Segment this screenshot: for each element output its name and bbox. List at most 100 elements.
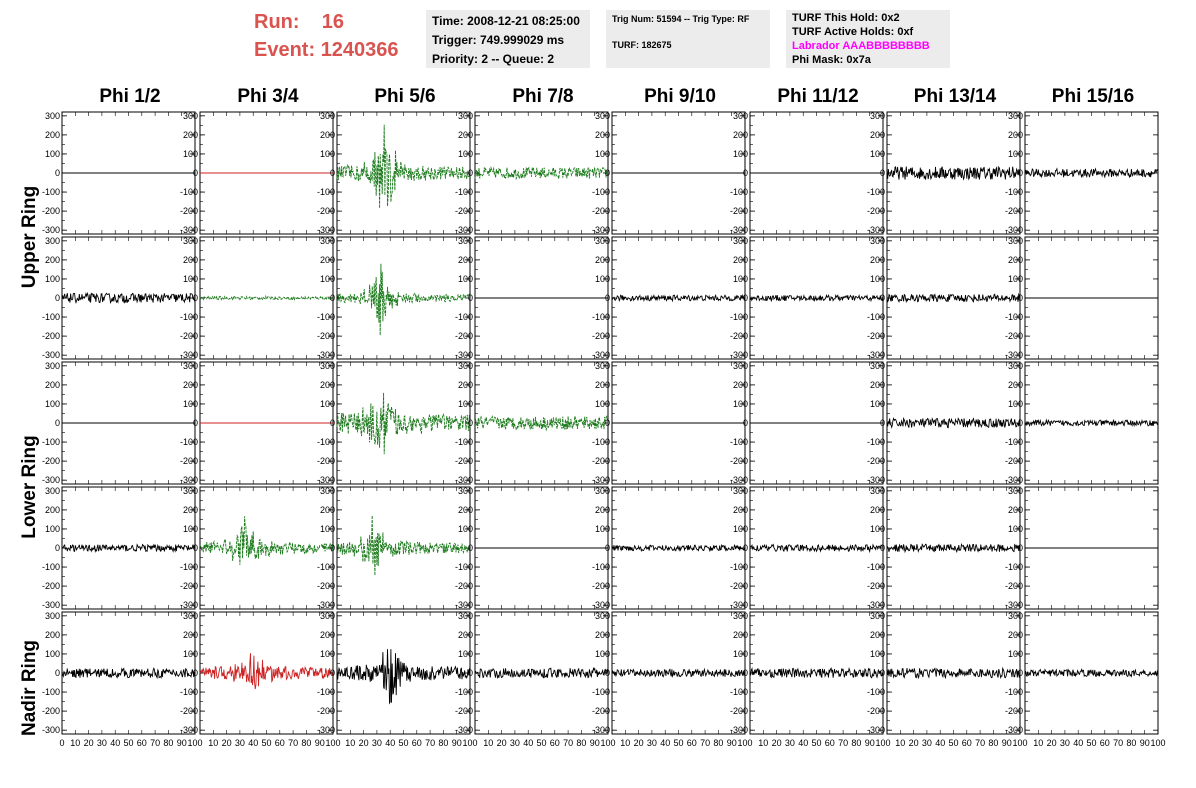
y-tick-label: 0 bbox=[193, 418, 198, 428]
y-tick-label: -200 bbox=[730, 206, 748, 216]
y-tick-label: 200 bbox=[458, 505, 473, 515]
y-tick-label: -100 bbox=[455, 312, 473, 322]
x-tick-label: 100 bbox=[462, 738, 477, 748]
y-tick-label: -300 bbox=[180, 475, 198, 485]
y-tick-label: -100 bbox=[867, 562, 885, 572]
x-tick-label: 50 bbox=[673, 738, 683, 748]
waveform-trace bbox=[474, 666, 609, 680]
y-tick-label: 0 bbox=[880, 668, 885, 678]
y-tick-label: -100 bbox=[317, 437, 335, 447]
y-tick-label: 300 bbox=[183, 611, 198, 621]
waveform-trace bbox=[1024, 668, 1159, 678]
y-tick-label: 100 bbox=[320, 524, 335, 534]
y-tick-label: 100 bbox=[870, 399, 885, 409]
y-tick-label: 100 bbox=[458, 649, 473, 659]
x-tick-label: 20 bbox=[1047, 738, 1057, 748]
x-tick-label: 100 bbox=[875, 738, 890, 748]
y-tick-label: 200 bbox=[458, 630, 473, 640]
x-tick-label: 90 bbox=[727, 738, 737, 748]
y-tick-label: 0 bbox=[330, 668, 335, 678]
y-tick-label: -200 bbox=[867, 206, 885, 216]
y-tick-label: 0 bbox=[1018, 168, 1023, 178]
y-tick-label: 300 bbox=[183, 486, 198, 496]
x-tick-label: 60 bbox=[1100, 738, 1110, 748]
y-tick-label: 200 bbox=[733, 630, 748, 640]
x-tick-label: 100 bbox=[737, 738, 752, 748]
waveform-trace bbox=[611, 667, 746, 678]
y-tick-label: 0 bbox=[468, 668, 473, 678]
y-tick-label: -300 bbox=[455, 350, 473, 360]
y-tick-label: -200 bbox=[730, 706, 748, 716]
y-tick-label: 200 bbox=[183, 630, 198, 640]
y-tick-label: -300 bbox=[42, 475, 60, 485]
y-tick-label: 300 bbox=[733, 611, 748, 621]
x-tick-label: 100 bbox=[1150, 738, 1165, 748]
y-tick-label: 100 bbox=[320, 274, 335, 284]
waveform-trace bbox=[886, 165, 1021, 181]
y-tick-label: 200 bbox=[320, 380, 335, 390]
waveform-trace bbox=[199, 653, 334, 690]
y-tick-label: -100 bbox=[1005, 187, 1023, 197]
x-tick-label: 10 bbox=[1033, 738, 1043, 748]
y-tick-label: -100 bbox=[180, 687, 198, 697]
y-tick-label: -300 bbox=[867, 225, 885, 235]
y-tick-label: 0 bbox=[880, 168, 885, 178]
y-tick-label: -100 bbox=[1005, 562, 1023, 572]
y-tick-label: 200 bbox=[733, 505, 748, 515]
y-tick-label: 300 bbox=[1008, 111, 1023, 121]
y-tick-label: 100 bbox=[870, 524, 885, 534]
y-tick-label: 100 bbox=[320, 399, 335, 409]
run-label: Run: bbox=[254, 11, 300, 33]
y-tick-label: 300 bbox=[458, 111, 473, 121]
y-tick-label: 200 bbox=[1008, 505, 1023, 515]
y-tick-label: 300 bbox=[45, 236, 60, 246]
y-tick-label: 0 bbox=[1018, 668, 1023, 678]
y-tick-label: 100 bbox=[45, 399, 60, 409]
x-tick-label: 20 bbox=[909, 738, 919, 748]
y-tick-label: -200 bbox=[42, 456, 60, 466]
y-tick-label: 300 bbox=[595, 611, 610, 621]
y-tick-label: 300 bbox=[733, 236, 748, 246]
y-tick-label: 0 bbox=[743, 168, 748, 178]
y-tick-label: -200 bbox=[42, 206, 60, 216]
y-tick-label: 0 bbox=[193, 543, 198, 553]
waveform-trace bbox=[336, 515, 471, 576]
x-tick-label: 30 bbox=[647, 738, 657, 748]
x-tick-label: 70 bbox=[975, 738, 985, 748]
y-tick-label: 0 bbox=[193, 293, 198, 303]
y-tick-label: 300 bbox=[458, 486, 473, 496]
x-tick-label: 70 bbox=[700, 738, 710, 748]
y-tick-label: 0 bbox=[605, 168, 610, 178]
y-tick-label: -200 bbox=[317, 331, 335, 341]
y-tick-label: 200 bbox=[458, 255, 473, 265]
y-tick-label: -100 bbox=[180, 562, 198, 572]
x-tick-label: 0 bbox=[59, 738, 64, 748]
y-tick-label: 100 bbox=[45, 524, 60, 534]
y-tick-label: -100 bbox=[42, 312, 60, 322]
y-tick-label: 100 bbox=[320, 149, 335, 159]
y-tick-label: -200 bbox=[592, 581, 610, 591]
turf-info-box: TURF This Hold: 0x2 TURF Active Holds: 0… bbox=[786, 10, 950, 68]
y-tick-label: -100 bbox=[180, 437, 198, 447]
y-tick-label: -100 bbox=[180, 312, 198, 322]
waveform-trace bbox=[749, 293, 884, 303]
waveform-trace bbox=[749, 543, 884, 554]
waveform-trace bbox=[611, 293, 746, 303]
y-tick-label: 300 bbox=[320, 361, 335, 371]
y-tick-label: 0 bbox=[1018, 418, 1023, 428]
waveform-trace bbox=[336, 392, 471, 455]
y-tick-label: 0 bbox=[880, 418, 885, 428]
y-tick-label: 300 bbox=[320, 611, 335, 621]
y-tick-label: -300 bbox=[592, 725, 610, 735]
y-tick-label: 200 bbox=[320, 630, 335, 640]
y-tick-label: -100 bbox=[455, 187, 473, 197]
waveform-trace bbox=[474, 166, 609, 181]
y-tick-label: -100 bbox=[42, 437, 60, 447]
y-tick-label: -300 bbox=[730, 350, 748, 360]
y-tick-label: -300 bbox=[180, 225, 198, 235]
turf-active-text: TURF Active Holds: 0xf bbox=[792, 26, 914, 38]
y-tick-label: -300 bbox=[730, 475, 748, 485]
y-tick-label: -200 bbox=[317, 581, 335, 591]
y-tick-label: 200 bbox=[870, 505, 885, 515]
x-tick-label: 80 bbox=[851, 738, 861, 748]
